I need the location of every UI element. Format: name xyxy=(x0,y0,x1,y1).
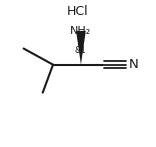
Text: &1: &1 xyxy=(74,46,86,55)
Polygon shape xyxy=(76,31,86,65)
Text: NH₂: NH₂ xyxy=(70,26,92,36)
Text: N: N xyxy=(129,58,139,71)
Text: HCl: HCl xyxy=(67,5,89,18)
